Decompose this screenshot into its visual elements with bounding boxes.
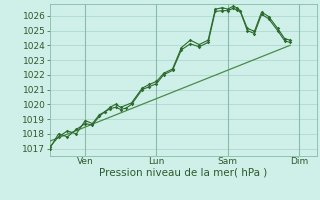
X-axis label: Pression niveau de la mer( hPa ): Pression niveau de la mer( hPa ) [99,168,267,178]
